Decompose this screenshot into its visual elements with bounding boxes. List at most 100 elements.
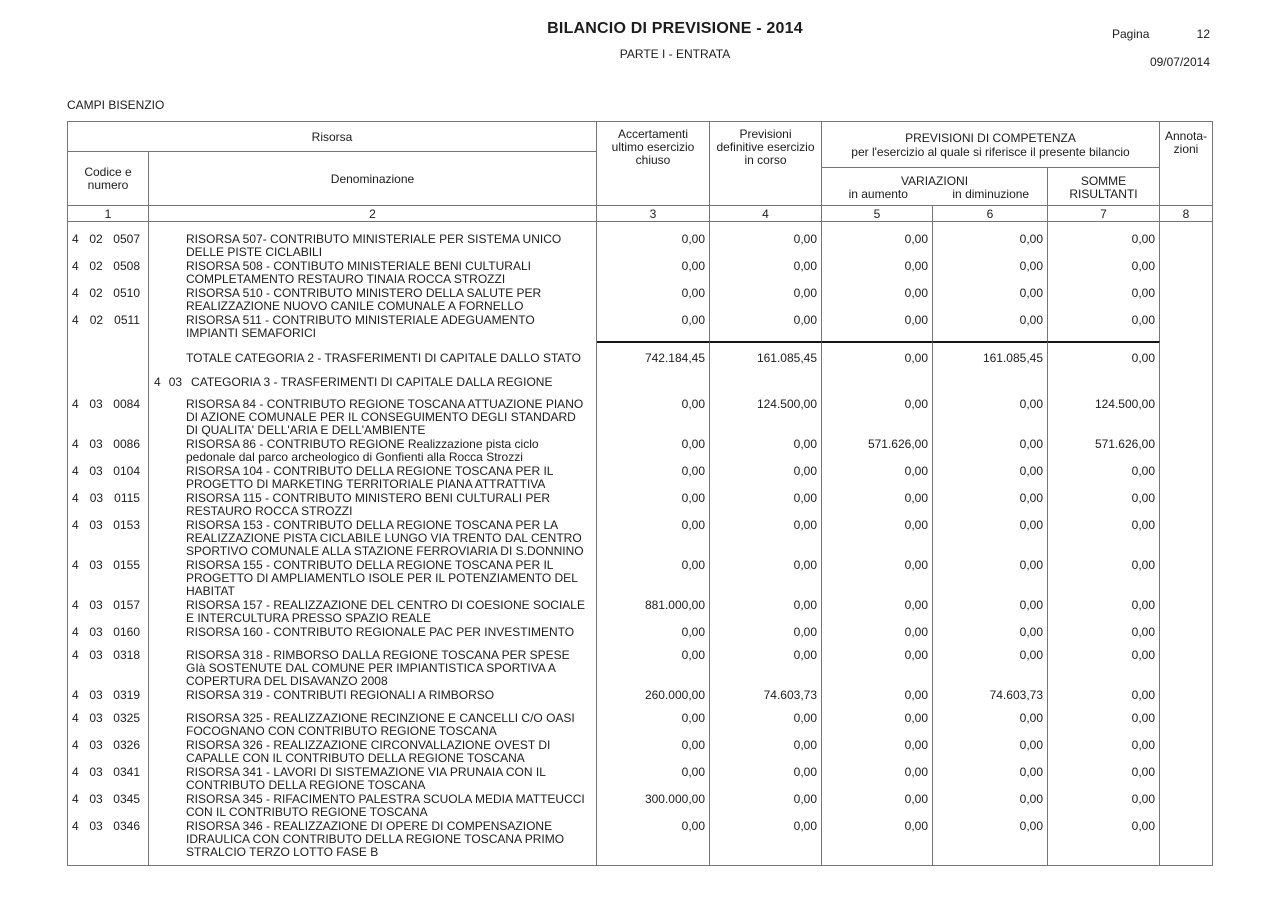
denominazione-cell: RISORSA 508 - CONTIBUTO MINISTERIALE BEN…	[149, 260, 597, 287]
annotazioni-cell	[1160, 519, 1212, 559]
table-row-risorsa: 4 03 0160 RISORSA 160 - CONTRIBUTO REGIONAL…	[68, 626, 1212, 649]
value-cell: 0,00	[710, 793, 822, 820]
value-cell: 0,00	[1048, 599, 1160, 626]
table-row-risorsa: 4 03 0326 RISORSA 326 - REALIZZAZIONE CIRCO…	[68, 739, 1212, 766]
value-cell: 0,00	[822, 314, 933, 341]
codice-cell: 4 03 0341	[68, 766, 149, 793]
value-cell: 0,00	[1048, 689, 1160, 712]
table-row-risorsa: 4 03 0325 RISORSA 325 - REALIZZAZIONE RECIN…	[68, 712, 1212, 739]
codice-cell: 4 03 0155	[68, 559, 149, 599]
value-cell: 0,00	[822, 287, 933, 314]
denominazione-cell: RISORSA 326 - REALIZZAZIONE CIRCONVALLAZ…	[149, 739, 597, 766]
value-cell: 0,00	[933, 222, 1048, 260]
value-cell: 0,00	[1048, 793, 1160, 820]
table-row-risorsa: 4 03 0341 RISORSA 341 - LAVORI DI SISTEMAZI…	[68, 766, 1212, 793]
denominazione-cell: RISORSA 510 - CONTRIBUTO MINISTERO DELLA…	[149, 287, 597, 314]
value-cell: 0,00	[1048, 492, 1160, 519]
codice-cell	[68, 376, 149, 398]
table-row-risorsa: 4 03 0086 RISORSA 86 - CONTRIBUTO REGIONE R…	[68, 438, 1212, 465]
value-cell: 0,00	[822, 341, 933, 376]
denominazione-cell: RISORSA 345 - RIFACIMENTO PALESTRA SCUOL…	[149, 793, 597, 820]
filler-cell	[933, 860, 1048, 865]
value-cell: 0,00	[597, 287, 710, 314]
value-cell: 0,00	[933, 287, 1048, 314]
column-number-5: 5	[822, 206, 933, 221]
codice-cell: 4 03 0326	[68, 739, 149, 766]
header-variazioni: VARIAZIONI in aumento in diminuzione	[822, 168, 1048, 205]
value-cell: 0,00	[933, 519, 1048, 559]
value-cell: 0,00	[1048, 519, 1160, 559]
value-cell: 0,00	[822, 739, 933, 766]
page-title: BILANCIO DI PREVISIONE - 2014	[547, 20, 803, 37]
codice-cell: 4 03 0115	[68, 492, 149, 519]
value-cell	[822, 376, 933, 398]
codice-cell: 4 03 0153	[68, 519, 149, 559]
codice-cell: 4 02 0507	[68, 222, 149, 260]
value-cell: 0,00	[933, 739, 1048, 766]
value-cell: 0,00	[1048, 766, 1160, 793]
table-row-categoria: 4 03 CATEGORIA 3 - TRASFERIMENTI DI CAPITA…	[68, 376, 1212, 398]
value-cell: 0,00	[597, 820, 710, 860]
codice-cell: 4 03 0346	[68, 820, 149, 860]
table-row-risorsa: 4 02 0508 RISORSA 508 - CONTIBUTO MINISTERI…	[68, 260, 1212, 287]
value-cell: 0,00	[597, 465, 710, 492]
value-cell: 0,00	[822, 712, 933, 739]
value-cell: 0,00	[597, 314, 710, 341]
value-cell: 0,00	[597, 222, 710, 260]
denominazione-cell: 4 03 CATEGORIA 3 - TRASFERIMENTI DI CAPITA…	[149, 376, 597, 398]
page-counter-label: Pagina	[1112, 27, 1150, 41]
table-row-risorsa: 4 03 0319 RISORSA 319 - CONTRIBUTI REGIONAL…	[68, 689, 1212, 712]
table-row-risorsa: 4 03 0346 RISORSA 346 - REALIZZAZIONE DI OP…	[68, 820, 1212, 860]
column-number-6: 6	[933, 206, 1048, 221]
value-cell: 0,00	[597, 649, 710, 689]
table-body: 4 02 0507 RISORSA 507- CONTRIBUTO MINISTERI…	[68, 222, 1212, 865]
value-cell: 0,00	[710, 626, 822, 649]
table-row-risorsa: 4 02 0507 RISORSA 507- CONTRIBUTO MINISTERI…	[68, 222, 1212, 260]
value-cell: 0,00	[597, 739, 710, 766]
denominazione-cell: RISORSA 86 - CONTRIBUTO REGIONE Realizza…	[149, 438, 597, 465]
annotazioni-cell	[1160, 599, 1212, 626]
value-cell: 0,00	[1048, 712, 1160, 739]
denominazione-cell: RISORSA 104 - CONTRIBUTO DELLA REGIONE T…	[149, 465, 597, 492]
value-cell: 0,00	[597, 766, 710, 793]
value-cell: 0,00	[710, 438, 822, 465]
value-cell: 124.500,00	[1048, 398, 1160, 438]
annotazioni-cell	[1160, 689, 1212, 712]
filler-cell	[710, 860, 822, 865]
value-cell: 0,00	[933, 626, 1048, 649]
value-cell: 0,00	[822, 599, 933, 626]
value-cell: 0,00	[822, 793, 933, 820]
value-cell: 571.626,00	[1048, 438, 1160, 465]
value-cell: 742.184,45	[597, 341, 710, 376]
annotazioni-cell	[1160, 649, 1212, 689]
table-row-risorsa: 4 02 0511 RISORSA 511 - CONTRIBUTO MINISTER…	[68, 314, 1212, 341]
value-cell	[933, 376, 1048, 398]
header-annotazioni: Annota-zioni	[1164, 129, 1208, 156]
header-competenza-group: PREVISIONI DI COMPETENZA per l'esercizio…	[822, 122, 1160, 205]
filler-cell	[597, 860, 710, 865]
value-cell: 0,00	[597, 519, 710, 559]
value-cell: 161.085,45	[710, 341, 822, 376]
annotazioni-cell	[1160, 712, 1212, 739]
value-cell: 300.000,00	[597, 793, 710, 820]
header-risorsa: Risorsa	[68, 122, 596, 152]
value-cell: 0,00	[933, 314, 1048, 341]
value-cell: 0,00	[933, 793, 1048, 820]
annotazioni-cell	[1160, 492, 1212, 519]
value-cell: 0,00	[933, 712, 1048, 739]
codice-cell: 4 02 0508	[68, 260, 149, 287]
value-cell: 0,00	[710, 820, 822, 860]
column-number-7: 7	[1048, 206, 1160, 221]
value-cell: 881.000,00	[597, 599, 710, 626]
page-subtitle: PARTE I - ENTRATA	[619, 47, 731, 61]
header-competenza-title: PREVISIONI DI COMPETENZA	[905, 130, 1076, 145]
codice-cell: 4 03 0084	[68, 398, 149, 438]
value-cell: 0,00	[1048, 287, 1160, 314]
value-cell: 0,00	[710, 599, 822, 626]
table-row-risorsa: 4 03 0153 RISORSA 153 - CONTRIBUTO DELLA RE…	[68, 519, 1212, 559]
filler-cell	[822, 860, 933, 865]
annotazioni-cell	[1160, 222, 1212, 260]
value-cell: 0,00	[822, 689, 933, 712]
value-cell: 0,00	[933, 766, 1048, 793]
value-cell	[710, 376, 822, 398]
